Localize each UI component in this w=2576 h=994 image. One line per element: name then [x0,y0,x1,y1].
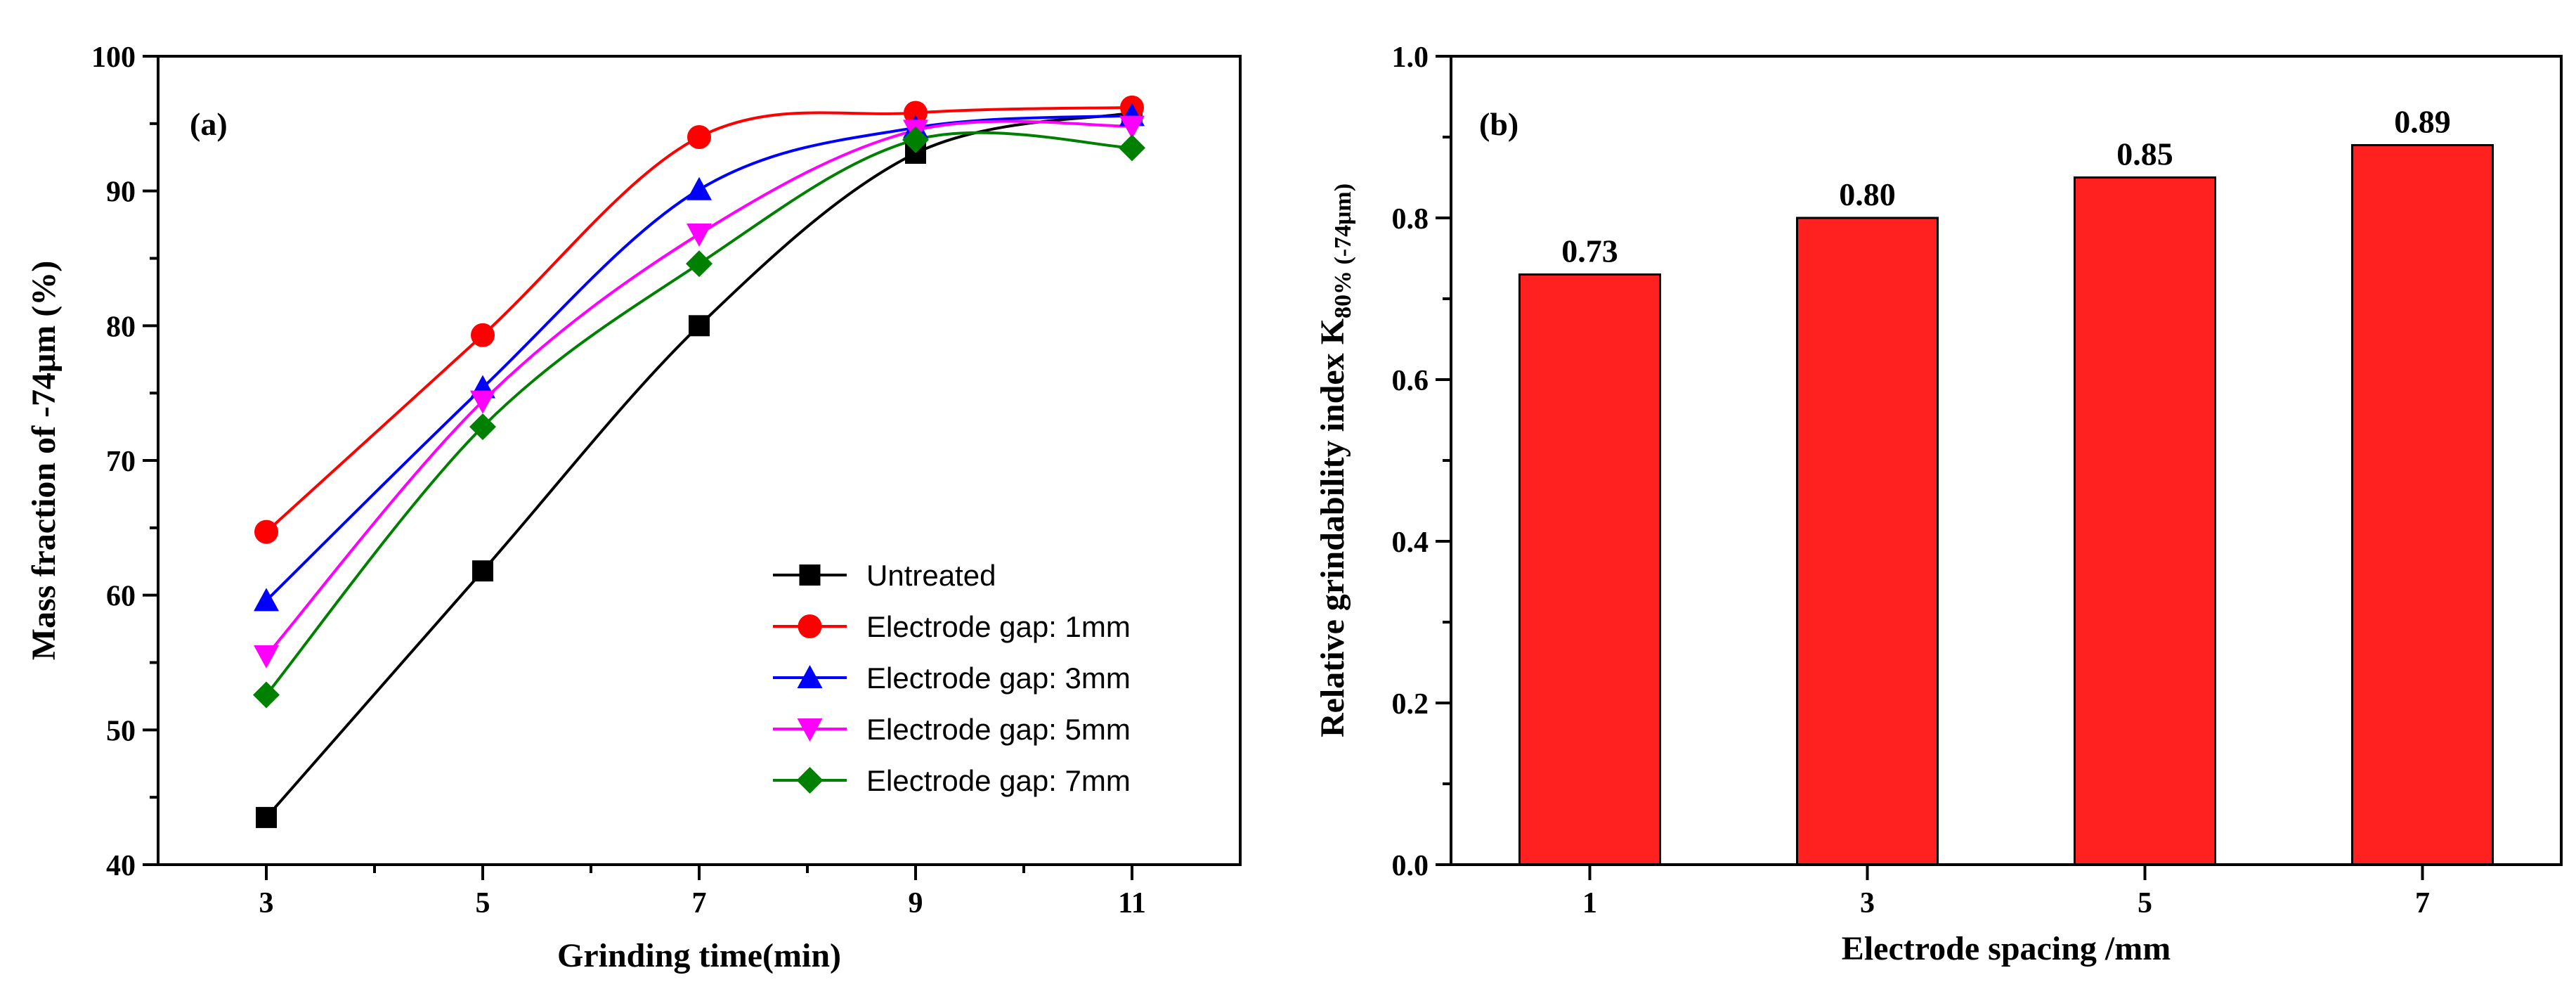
data-point-electrode-gap-7mm [469,413,496,441]
axis-ticks-b: 1 3 5 7 0.0 0.2 0.4 0.6 0.8 1.0 [1392,41,2431,919]
y-tick-label-b: 0.6 [1392,365,1429,397]
bar-chart-panel-b: 0.730.800.850.89 1 3 5 70.00.20.40.60.81.0 … [1314,41,2563,967]
legend-label-electrode-gap-1mm: Electrode gap: 1mm [866,610,1131,643]
series-line-electrode-gap-7mm [265,131,1133,696]
x-tick-label-b: 3 [1860,887,1875,919]
panel-label-a: (a) [190,106,228,142]
x-tick-label-b: 1 [1582,887,1597,919]
series-line-electrode-gap-5mm [265,120,1133,657]
series-line-electrode-gap-1mm [265,105,1133,534]
x-tick-label-a: 7 [692,887,707,919]
legend-label-electrode-gap-3mm: Electrode gap: 3mm [866,661,1131,695]
y-tick-label-a: 50 [106,715,136,747]
data-point-electrode-gap-5mm [1119,115,1145,139]
data-point-electrode-gap-5mm [687,224,712,247]
x-tick-label-b: 7 [2415,887,2430,919]
data-point-electrode-gap-7mm [686,250,713,278]
legend-label-electrode-gap-5mm: Electrode gap: 5mm [866,713,1131,746]
legend-marker-electrode-gap-7mm [796,767,824,794]
data-point-electrode-gap-1mm [904,101,928,125]
y-axis-title-b-main: Relative grindability index K [1314,318,1351,737]
data-point-untreated [256,806,277,828]
x-tick-label-a: 11 [1118,887,1146,919]
y-tick-label-a: 40 [106,850,136,882]
data-point-electrode-gap-7mm [253,681,280,709]
series-markers [253,95,1145,828]
x-tick-label-a: 9 [909,887,923,919]
data-point-electrode-gap-7mm [902,126,929,153]
x-tick-label-a: 5 [476,887,490,919]
bar-value-label-7: 0.89 [2394,104,2451,140]
legend-label-untreated: Untreated [866,559,996,592]
bar-value-label-5: 0.85 [2116,136,2173,172]
y-tick-label-b: 0.4 [1392,527,1429,559]
data-point-electrode-gap-1mm [471,323,495,347]
y-tick-label-a: 100 [91,41,136,74]
bar-1 [1518,273,1661,866]
data-point-electrode-gap-5mm [470,390,495,414]
data-point-electrode-gap-1mm [254,519,278,544]
line-chart-panel-a: 3 5 7 9 11 40 50 60 70 80 90 100 (a) Grinding time(… [25,41,1242,974]
data-point-untreated [689,315,710,337]
bar-value-label-1: 0.73 [1561,233,1618,269]
series-line-untreated [265,111,1133,819]
y-tick-label-b: 0.0 [1392,850,1429,882]
series-curves [265,105,1133,819]
bar-3 [1796,217,1939,866]
legend-marker-electrode-gap-5mm [797,718,823,742]
axis-ticks-a: 3 5 7 9 11 40 50 60 70 80 90 100 [91,41,1146,919]
x-tick-label-a: 3 [259,887,274,919]
y-axis-title-b-subscript: 80% (-74μm) [1330,183,1356,318]
x-axis-title-b: Electrode spacing /mm [1842,930,2171,967]
bar-7 [2351,144,2494,866]
y-tick-label-a: 80 [106,311,136,343]
y-tick-label-b: 1.0 [1392,41,1429,74]
bars: 0.73 0.80 0.85 0.89 [1518,104,2494,866]
legend-marker-electrode-gap-1mm [798,614,822,638]
data-point-electrode-gap-3mm [254,588,279,612]
y-tick-label-a: 70 [106,446,136,478]
y-tick-label-a: 90 [106,176,136,209]
legend-marker-untreated [799,564,821,586]
x-axis-title-a: Grinding time(min) [557,937,841,974]
legend-marker-electrode-gap-3mm [797,665,823,688]
data-point-electrode-gap-7mm [1119,134,1145,162]
bar-value-label-3: 0.80 [1839,176,1896,212]
legend-a: Untreated Electrode gap: 1mm Electrode gap… [773,559,1131,797]
y-tick-label-a: 60 [106,581,136,613]
data-point-electrode-gap-5mm [254,645,279,669]
bar-5 [2074,176,2216,866]
x-tick-label-b: 5 [2138,887,2152,919]
panel-label-b: (b) [1479,106,1518,142]
y-axis-title-a: Mass fraction of -74μm (%) [25,261,63,660]
data-point-untreated [472,560,493,582]
legend-label-electrode-gap-7mm: Electrode gap: 7mm [866,764,1131,797]
data-point-electrode-gap-3mm [687,176,712,200]
y-tick-label-b: 0.2 [1392,688,1429,721]
data-point-electrode-gap-1mm [687,125,711,149]
y-tick-label-b: 0.8 [1392,203,1429,235]
y-axis-title-b: Relative grindability index K80% (-74μm) [1314,183,1356,737]
